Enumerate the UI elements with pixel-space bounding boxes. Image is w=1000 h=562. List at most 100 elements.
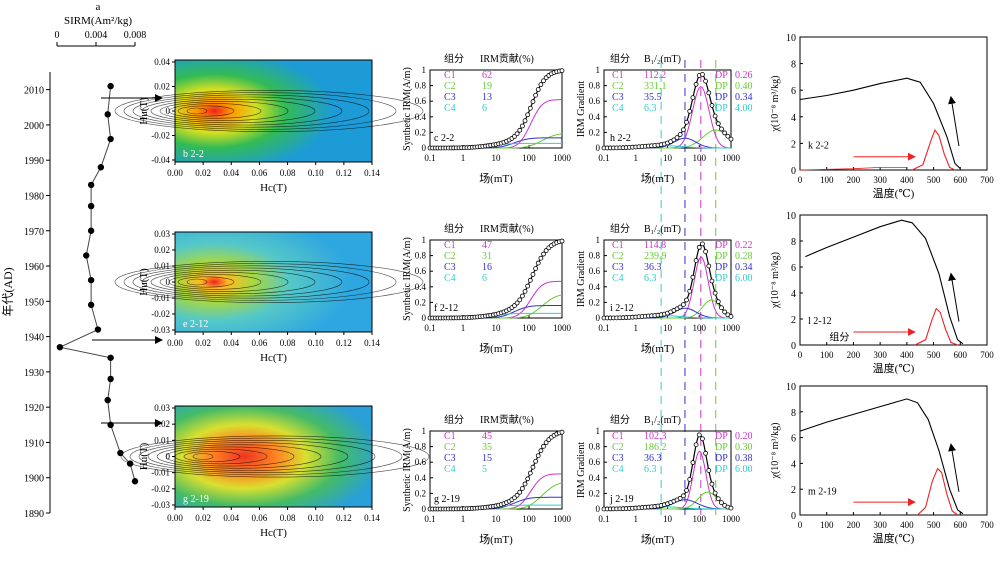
chi-x-tick-label: 700 (980, 520, 994, 530)
irm-y-tick-label: 1 (422, 65, 427, 75)
grad-component-name: C4 (612, 273, 624, 284)
grad-dp-label: DP (715, 464, 728, 475)
panel-a-xlabel: SIRM(Am²/kg) (64, 15, 132, 27)
irm-component-name: C1 (444, 70, 456, 81)
irm-data-point (517, 297, 523, 303)
chi-panel-label: m 2-19 (808, 486, 837, 497)
irm-data-point (517, 127, 523, 133)
forc-contour (141, 267, 343, 297)
irm-gradient-panel: 0 0.2 0.4 0.6 0.8 1 0.1 1 10 100 1000 场(mT) IRM Grad… (576, 413, 753, 546)
irm-y-tick-label: 0 (422, 504, 427, 514)
forc-ylabel: Hu(T) (138, 97, 150, 125)
chi-y-tick-label: 4 (791, 113, 796, 124)
chi-x-tick-label: 700 (980, 350, 994, 360)
irm-y-tick-label: 0.4 (415, 282, 427, 292)
forc-panel-label: g 2-19 (183, 494, 209, 505)
chi-y-tick-label: 10 (786, 382, 796, 393)
grad-y-tick-label: 0.4 (589, 282, 601, 292)
irm-data-point (541, 251, 546, 257)
grad-dp-value: 6.00 (735, 273, 753, 284)
grad-ylabel: IRM Gradient (576, 442, 587, 499)
grad-data-point (715, 496, 721, 502)
forc-contour (159, 272, 289, 292)
grad-data-point (725, 133, 731, 139)
forc-contour (150, 98, 316, 124)
grad-dp-label: DP (715, 453, 728, 464)
panel-a-point (87, 276, 95, 284)
forc-y-tick-label: 0.03 (154, 403, 170, 413)
grad-data-point (684, 297, 689, 303)
irm-component-value: 6 (482, 273, 487, 284)
forc-x-tick-label: 0.14 (364, 338, 380, 348)
grad-dp-value: 6.00 (735, 464, 753, 475)
grad-data-point (722, 309, 728, 315)
grad-dp-value: 0.38 (735, 453, 753, 464)
grad-y-tick-label: 0.4 (589, 473, 601, 483)
chi-x-tick-label: 500 (927, 520, 941, 530)
forc-contour (186, 107, 208, 115)
grad-dp-value: 0.40 (735, 81, 753, 92)
grad-x-tick-label: 10 (663, 153, 673, 163)
forc-contour (123, 263, 397, 301)
panel-a-point (87, 181, 95, 189)
forc-contour (141, 96, 343, 126)
forc-x-tick-label: 0.02 (195, 168, 211, 178)
forc-y-tick-label: 0.03 (154, 229, 170, 239)
chi-heating-curve (799, 77, 961, 170)
panel-a-y-ticks: 1890 1900 1910 1920 1930 1940 1950 1960 1970 1980… (24, 86, 50, 520)
grad-data-point (687, 108, 693, 114)
grad-y-tick-label: 0.6 (589, 266, 601, 276)
irm-data-point (525, 112, 531, 118)
chi-ylabel: χ(10⁻⁸ m³/kg) (770, 252, 781, 309)
grad-data-point (677, 495, 683, 501)
irm-y-tick-label: 0.6 (415, 266, 427, 276)
irm-data-point (530, 271, 536, 277)
grad-b12-value: 6.3 (644, 103, 657, 114)
grad-x-tick-label: 10 (663, 514, 673, 524)
irm-component-name: C4 (444, 103, 456, 114)
grad-y-tick-label: 0 (596, 313, 601, 323)
irm-gradient-panel: 0 0.2 0.4 0.6 0.8 1 0.1 1 10 100 1000 场(mT) IRM Grad… (576, 52, 753, 185)
grad-data-point (684, 487, 689, 493)
grad-y-tick-label: 0 (596, 143, 601, 153)
grad-data-point (680, 493, 686, 499)
grad-b12-value: 36.3 (644, 262, 662, 273)
grad-x-tick-label: 100 (693, 514, 707, 524)
chi-panel-label: k 2-2 (808, 141, 829, 152)
heating-arrow (948, 95, 960, 147)
panel-a-point (107, 375, 114, 383)
chi-ylabel: χ(10⁻⁸ m³/kg) (770, 76, 781, 133)
grad-data-point (684, 119, 689, 125)
chi-y-tick-label: 0 (791, 166, 796, 177)
grad-x-tick-label: 1 (634, 323, 639, 333)
forc-y-tick-label: -0.02 (151, 309, 170, 319)
irm-data-point (527, 105, 533, 111)
irm-data-point (522, 118, 528, 124)
panel-a-point (104, 111, 111, 118)
irm-data-point (535, 260, 541, 266)
forc-ylabel: Hu(T) (138, 268, 150, 296)
irm-x-tick-label: 100 (522, 514, 536, 524)
grad-data-point (715, 121, 721, 127)
irm-x-tick-label: 1000 (553, 514, 572, 524)
grad-data-point (671, 137, 677, 143)
panel-a-point (94, 326, 102, 333)
chi-x-tick-label: 500 (927, 350, 941, 360)
irm-x-tick-label: 100 (522, 323, 536, 333)
forc-panel: 0.03 0.02 0.01 0 -0.01 -0.02 -0.03 0.00 0.02 0.04… (120, 403, 430, 539)
chi-x-tick-label: 400 (900, 350, 914, 360)
irm-panel-label: c 2-2 (434, 133, 454, 144)
chi-y-tick-label: 4 (791, 459, 796, 470)
chi-x-tick-label: 600 (954, 175, 968, 185)
panel-a-point (87, 202, 95, 210)
irm-x-tick-label: 0.1 (424, 514, 435, 524)
grad-data-point (696, 244, 702, 250)
chi-xlabel: 温度(℃) (873, 531, 915, 545)
irm-x-tick-label: 100 (522, 153, 536, 163)
irm-data-point (525, 283, 531, 289)
grad-data-point (693, 258, 699, 263)
grad-data-point (719, 305, 724, 311)
grad-data-point (715, 299, 721, 305)
chi-y-tick-label: 6 (791, 86, 796, 97)
